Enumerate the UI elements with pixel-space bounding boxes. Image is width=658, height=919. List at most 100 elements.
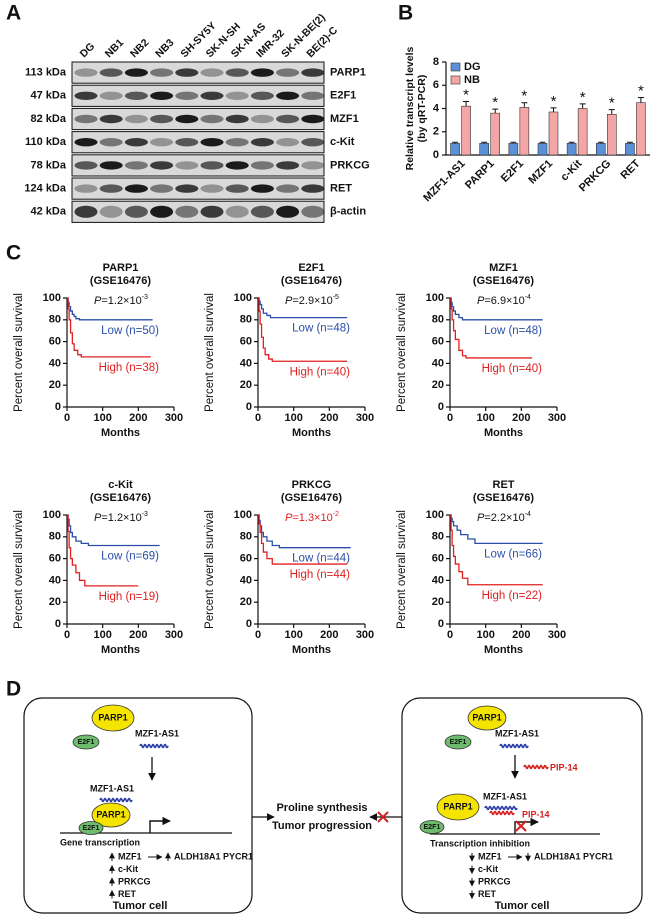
axis	[257, 515, 365, 625]
x-tick-label: 100	[284, 412, 302, 424]
diagram-label: MZF1-AS1	[495, 728, 539, 738]
x-tick-label: PARP1	[463, 158, 497, 192]
chart-title: MZF1	[489, 262, 518, 274]
blot-band	[99, 138, 123, 147]
y-tick-label: 40	[240, 574, 252, 586]
lane-label: NB3	[153, 37, 176, 60]
diagram-label: PIP-14	[550, 762, 578, 772]
blot-band	[99, 205, 123, 218]
legend-label: High (n=19)	[99, 591, 160, 603]
p-value-part: P	[285, 295, 293, 307]
rna-strand	[523, 764, 549, 770]
blot-band	[200, 114, 224, 124]
error-bar	[579, 103, 586, 109]
blot-band	[250, 205, 274, 218]
chart-title: (GSE16476)	[90, 492, 151, 504]
y-tick-label: 60	[432, 553, 444, 565]
y-tick-label: 20	[49, 596, 61, 608]
blot-band	[225, 114, 249, 124]
diagram-label: E2F1	[424, 824, 441, 831]
molecular-weight: 42 kDa	[31, 206, 67, 218]
blot-band	[74, 205, 98, 218]
blot-band	[99, 114, 123, 124]
y-tick-label: 0	[246, 618, 252, 630]
y-tick-label: 6	[433, 79, 439, 91]
blot-band	[175, 68, 199, 77]
legend-label: Low (n=50)	[101, 325, 159, 337]
blot-band	[124, 205, 148, 218]
y-tick-label: 60	[49, 336, 61, 348]
x-axis-label: Months	[292, 427, 331, 439]
protein-node	[444, 734, 472, 750]
bar	[606, 114, 617, 156]
bar	[577, 108, 588, 156]
protein-name: PRKCG	[330, 159, 370, 171]
x-tick-label: 0	[64, 412, 70, 424]
axis	[449, 515, 557, 625]
x-tick-label: 300	[548, 412, 566, 424]
x-axis-label: Months	[292, 644, 331, 656]
bar	[450, 143, 460, 156]
p-value-part: =2.2×10	[484, 512, 524, 524]
molecular-weight: 78 kDa	[31, 159, 67, 171]
x-tick-label: 100	[93, 412, 111, 424]
x-axis-label: Months	[101, 644, 140, 656]
blot-band	[301, 138, 325, 147]
diagram-label: Tumor cell	[495, 900, 550, 912]
y-tick-label: 100	[234, 292, 252, 304]
blot-band	[301, 91, 325, 101]
blot-band	[301, 205, 325, 218]
axis	[66, 298, 174, 408]
diagram-label: ALDH18A1 PYCR1	[174, 851, 253, 861]
p-value-part: =2.9×10	[292, 295, 332, 307]
p-value-part: -4	[525, 511, 531, 518]
p-value-part: -5	[333, 294, 339, 301]
panel-label: C	[6, 242, 21, 265]
diagram-label: MZF1	[478, 851, 502, 861]
blot-band	[225, 205, 249, 218]
diagram-label: Proline synthesis	[276, 802, 367, 814]
y-axis-label: Percent overall survival	[13, 293, 25, 412]
blot-band	[124, 184, 148, 193]
lane-label: NB1	[103, 37, 126, 60]
y-tick-label: 60	[49, 553, 61, 565]
blot-band	[74, 138, 98, 147]
survival-curve	[258, 514, 348, 565]
y-tick-label: 20	[240, 596, 252, 608]
rna-strand	[489, 810, 515, 816]
bar	[519, 107, 530, 156]
blot-band	[301, 161, 325, 170]
panel-label: B	[398, 2, 413, 25]
blot-band	[276, 184, 300, 193]
p-value-part: =1.3×10	[292, 512, 332, 524]
blot-band	[250, 68, 274, 77]
y-tick-label: 100	[234, 509, 252, 521]
legend-label: High (n=22)	[482, 590, 543, 602]
y-tick-label: 80	[49, 314, 61, 326]
blot-band	[74, 114, 98, 124]
y-tick-label: 0	[55, 401, 61, 413]
y-tick-label: 40	[240, 357, 252, 369]
blot-band	[200, 205, 224, 218]
lane-label: NB2	[128, 37, 151, 60]
protein-node	[91, 802, 131, 828]
x-tick-label: 200	[512, 412, 530, 424]
y-tick-label: 20	[240, 379, 252, 391]
legend-label: Low (n=48)	[292, 323, 350, 335]
protein-name: E2F1	[330, 90, 356, 102]
x-tick-label: E2F1	[499, 158, 526, 185]
blot-band	[124, 114, 148, 124]
protein-name: RET	[330, 183, 352, 195]
x-axis-label: Months	[101, 427, 140, 439]
blot-band	[175, 114, 199, 124]
blot-band	[99, 161, 123, 170]
diagram-label: PARP1	[443, 801, 472, 811]
y-tick-label: 2	[433, 126, 439, 138]
blot-band	[250, 138, 274, 147]
survival-curve	[258, 297, 348, 362]
blot-band	[200, 138, 224, 147]
x-tick-label: 100	[476, 412, 494, 424]
legend-label: High (n=38)	[99, 362, 160, 374]
diagram-label: MZF1-AS1	[90, 783, 134, 793]
